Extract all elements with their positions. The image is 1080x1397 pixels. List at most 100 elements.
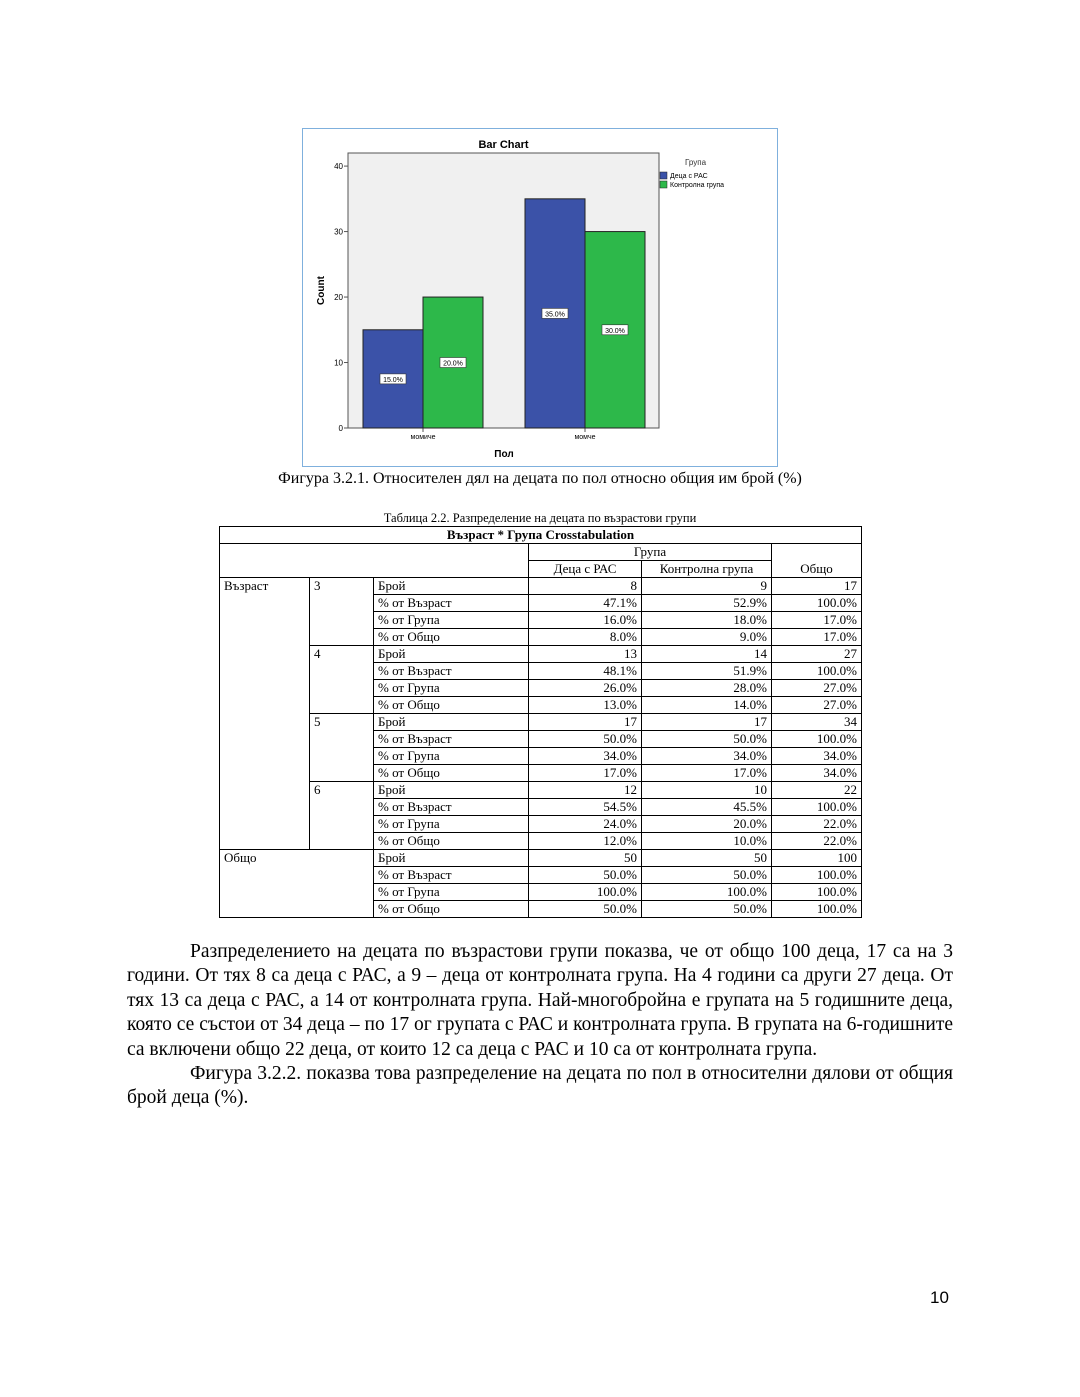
cell-value: 50.0% [528,866,642,884]
table-row: % от Група 34.0% 34.0% 34.0% [220,747,863,765]
cell-value: 47.1% [528,594,642,612]
crosstab-table: Възраст * Група Crosstabulation Група Общо… [218,526,863,918]
stat-label: Брой [373,645,529,663]
cell-value: 20.0% [641,815,772,833]
cell-value: 17 [528,713,642,731]
paragraph: Разпределението на децата по възрастови … [127,941,953,1060]
y-tick-label: 0 [339,424,344,433]
cell-value: 100.0% [770,594,863,612]
legend-swatch [659,171,668,180]
table-row: Общо Брой 50 50 100 [219,849,863,918]
cell-value: 16.0% [528,611,642,629]
chart-canvas: Bar Chart 0 10 20 30 40 Count Пол момиче 15.0% 20.… [316,139,724,460]
cell-value: 34.0% [770,747,863,765]
cell-value: 22.0% [770,832,863,850]
cell-value: 45.5% [641,798,772,816]
cell-value: 12 [528,781,642,799]
table-row: 6 Брой 12 10 22 [220,781,863,850]
cell-value: 10.0% [641,832,772,850]
table-row: % от Група 16.0% 18.0% 17.0% [220,611,863,629]
legend-title: Група [685,158,707,167]
cell-value: 100.0% [770,662,863,680]
stat-label: % от Възраст [373,866,529,884]
cell-value: 100.0% [770,900,863,918]
data-label: 15.0% [383,377,403,384]
cell-value: 100.0% [770,866,863,884]
cell-value: 34.0% [528,747,642,765]
age-label: 5 [309,713,374,782]
legend-label: Деца с РАС [670,173,708,180]
cell-value: 9 [641,577,772,595]
table-row: % от Група 24.0% 20.0% 22.0% [220,815,863,833]
age-label: 4 [309,645,374,714]
cell-value: 17.0% [770,611,863,629]
cell-value: 100.0% [770,730,863,748]
age-label: 3 [309,577,374,646]
cell-value: 17 [770,577,863,595]
cell-value: 34 [770,713,863,731]
table-title: Възраст * Група Crosstabulation [218,526,863,544]
data-label-box [601,324,629,336]
cell-value: 27 [770,645,863,663]
cell-value: 27.0% [770,679,863,697]
table-row: Възраст 3 Брой 8 9 17 [219,577,863,850]
stat-label: % от Възраст [373,798,529,816]
y-tick-label: 30 [334,228,343,237]
cell-value: 100 [770,849,863,867]
table-row: % от Група 26.0% 28.0% 27.0% [220,679,863,697]
table-row: % от Възраст 50.0% 50.0% 100.0% [220,866,863,884]
data-label-box [439,357,467,368]
stat-label: Брой [373,849,529,867]
cell-value: 50 [641,849,772,867]
table-row: % от Възраст 50.0% 50.0% 100.0% [220,730,863,748]
total-label: Общо [219,849,374,918]
cell-value: 17 [641,713,772,731]
cell-value: 14.0% [641,696,772,714]
data-label-box [541,308,569,319]
stat-label: % от Общо [373,696,529,714]
cell-value: 28.0% [641,679,772,697]
empty-header [219,543,529,578]
body-text: Разпределението на децата по възрастови … [127,940,953,1111]
data-label-box [379,373,407,385]
cell-value: 14 [641,645,772,663]
cell-value: 50.0% [528,730,642,748]
cell-value: 17.0% [528,764,642,782]
cell-value: 26.0% [528,679,642,697]
cell-value: 54.5% [528,798,642,816]
stat-label: % от Общо [373,628,529,646]
cell-value: 48.1% [528,662,642,680]
col-header: Общо [770,543,863,578]
table-row: 5 Брой 17 17 34 [220,713,863,782]
y-tick-label: 20 [334,293,343,302]
cell-value: 51.9% [641,662,772,680]
stat-label: % от Общо [373,900,529,918]
cell-value: 27.0% [770,696,863,714]
cell-value: 34.0% [770,764,863,782]
legend-swatch [659,180,668,189]
stat-label: % от Възраст [373,594,529,612]
x-axis-label: Пол [494,449,513,460]
table-caption: Таблица 2.2. Разпределение на децата по … [383,511,697,525]
cell-value: 34.0% [641,747,772,765]
cell-value: 10 [641,781,772,799]
y-tick-label: 10 [334,359,343,368]
stat-label: Брой [373,713,529,731]
stat-label: % от Общо [373,832,529,850]
cell-value: 50.0% [641,730,772,748]
cell-value: 18.0% [641,611,772,629]
cell-value: 100.0% [528,883,642,901]
stat-label: % от Група [373,747,529,765]
stat-label: Брой [373,781,529,799]
bar-chart: Bar Chart 0 10 20 30 40 Count Пол момиче 15.0% 20.… [302,128,778,467]
cell-value: 12.0% [528,832,642,850]
page-number: 10 [930,1288,949,1307]
row-var-label: Възраст [219,577,310,850]
group-header: Група [528,543,772,561]
col-header: Контролна група [641,560,772,578]
stat-label: % от Възраст [373,730,529,748]
cell-value: 22 [770,781,863,799]
cell-value: 17.0% [641,764,772,782]
y-tick-label: 40 [334,162,343,171]
